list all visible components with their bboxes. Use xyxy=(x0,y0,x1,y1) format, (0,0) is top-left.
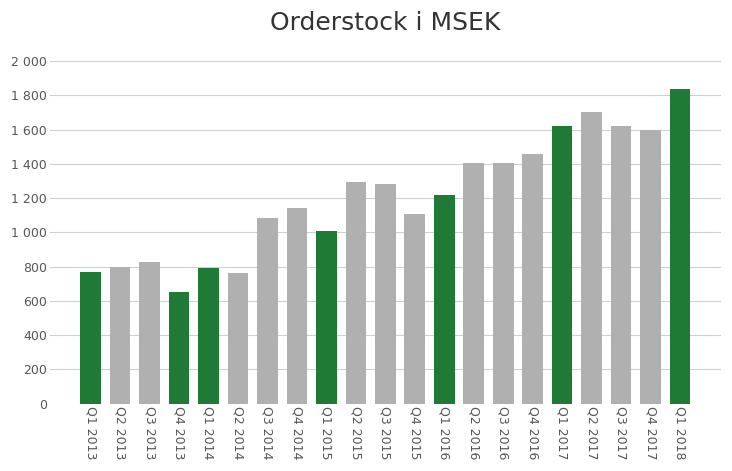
Bar xyxy=(640,130,661,404)
Bar xyxy=(610,126,632,404)
Bar xyxy=(670,89,690,404)
Bar xyxy=(463,163,484,404)
Bar xyxy=(110,267,130,404)
Bar xyxy=(316,231,337,404)
Bar xyxy=(552,126,572,404)
Bar xyxy=(405,213,425,404)
Bar xyxy=(168,292,190,404)
Bar xyxy=(81,272,101,404)
Bar xyxy=(257,218,277,404)
Title: Orderstock i MSEK: Orderstock i MSEK xyxy=(270,11,501,35)
Bar xyxy=(434,195,455,404)
Bar xyxy=(139,262,160,404)
Bar xyxy=(287,208,307,404)
Bar xyxy=(581,112,602,404)
Bar xyxy=(375,184,395,404)
Bar xyxy=(228,274,248,404)
Bar xyxy=(523,154,543,404)
Bar xyxy=(493,163,514,404)
Bar xyxy=(346,182,366,404)
Bar xyxy=(198,268,219,404)
